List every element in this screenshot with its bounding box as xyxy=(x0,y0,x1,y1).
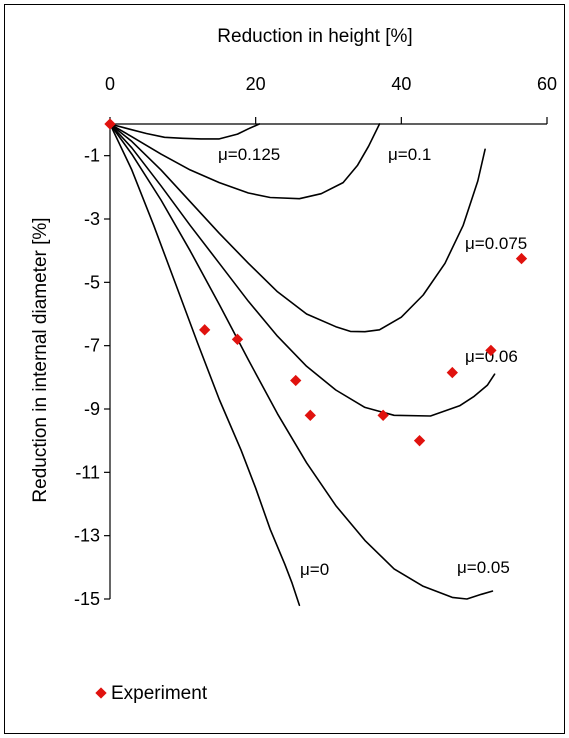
series-line xyxy=(109,123,381,200)
experiment-point xyxy=(231,333,244,345)
x-axis-title: Reduction in height [%] xyxy=(217,26,412,47)
series-label: μ=0.1 xyxy=(388,145,431,164)
experiment-markers xyxy=(104,118,528,447)
curves xyxy=(109,123,496,607)
experiment-point xyxy=(377,409,389,421)
line-chart: Reduction in height [%] Reduction in int… xyxy=(30,26,557,704)
series-line xyxy=(109,123,301,607)
chart-frame: Reduction in height [%] Reduction in int… xyxy=(4,4,565,734)
x-tick-label: 20 xyxy=(246,74,266,94)
axes: 0 20 40 60 -1 -3 -5 -7 -9 -11 -13 -15 xyxy=(74,74,557,609)
series-label: μ=0 xyxy=(300,560,329,579)
y-tick-label: -5 xyxy=(84,272,100,292)
y-tick-label: -11 xyxy=(75,462,100,482)
y-tick-label: -9 xyxy=(84,399,100,419)
experiment-point xyxy=(413,435,426,447)
y-tick-label: -15 xyxy=(74,589,100,609)
x-tick-label: 60 xyxy=(537,74,557,94)
x-tick-label: 0 xyxy=(105,74,115,94)
y-axis-title: Reduction in internal diameter [%] xyxy=(30,217,51,502)
legend-entry-experiment: Experiment xyxy=(111,683,208,704)
legend-marker xyxy=(95,687,107,699)
series-line xyxy=(109,123,496,417)
series-label: μ=0.125 xyxy=(218,145,280,164)
series-label: μ=0.05 xyxy=(457,558,510,577)
experiment-point xyxy=(290,374,302,387)
x-tick-label: 40 xyxy=(391,74,411,94)
experiment-point xyxy=(304,409,316,421)
y-tick-label: -3 xyxy=(84,209,100,229)
series-line xyxy=(109,123,261,140)
experiment-point xyxy=(485,344,497,357)
y-tick-label: -1 xyxy=(84,146,100,166)
series-line xyxy=(109,123,494,600)
y-tick-label: -13 xyxy=(74,526,100,546)
series-label: μ=0.075 xyxy=(465,234,527,253)
series-line xyxy=(109,123,486,333)
experiment-point xyxy=(515,252,528,265)
curve-labels: μ=0.125 μ=0.1 μ=0.075 μ=0.06 μ=0.05 μ=0 xyxy=(218,145,527,579)
legend: Experiment xyxy=(95,683,208,704)
experiment-point xyxy=(446,366,458,379)
series-label: μ=0.06 xyxy=(465,347,518,366)
y-tick-label: -7 xyxy=(84,336,100,356)
experiment-point xyxy=(199,324,211,336)
